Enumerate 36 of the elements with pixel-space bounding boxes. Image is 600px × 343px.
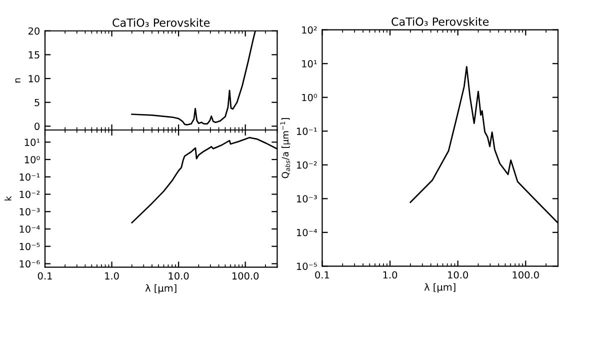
y-tick-label: 10⁻¹ xyxy=(20,173,40,181)
y-tick-label: 10⁻⁵ xyxy=(297,262,317,270)
y-tick-label: 15 xyxy=(28,51,40,59)
x-tick-label: 1.0 xyxy=(383,271,398,279)
x-tick-label: 100.0 xyxy=(232,272,259,280)
x-tick-label: 10.0 xyxy=(448,271,468,279)
x-tick-label: 1.0 xyxy=(105,272,119,280)
y-tick-label: 0 xyxy=(34,122,40,130)
y-tick-label: 10² xyxy=(302,26,317,34)
chart-title: CaTiO₃ Perovskite xyxy=(112,18,210,27)
chart-title: CaTiO₃ Perovskite xyxy=(392,17,489,26)
x-tick-label: 0.1 xyxy=(38,272,52,280)
y-tick-label: 10⁰ xyxy=(302,94,317,102)
x-tick-label: 100.0 xyxy=(512,271,539,279)
y-tick-label: 10⁻⁴ xyxy=(20,225,40,233)
y-tick-label: 10⁻⁶ xyxy=(20,260,40,268)
y-axis-title: k xyxy=(4,196,12,200)
x-tick-label: 10.0 xyxy=(168,272,189,280)
x-axis-title: λ [μm] xyxy=(145,284,176,294)
y-tick-label: 10¹ xyxy=(24,138,40,146)
y-tick-label: 10⁻² xyxy=(20,190,40,198)
y-tick-label: 20 xyxy=(28,27,40,35)
y-tick-label: 10⁰ xyxy=(24,156,40,164)
y-tick-label: 10⁻² xyxy=(297,161,317,169)
y-tick-label: 10⁻⁵ xyxy=(20,242,40,250)
x-tick-label: 0.1 xyxy=(315,271,330,279)
x-axis-title: λ [μm] xyxy=(424,283,456,293)
y-tick-label: 10¹ xyxy=(302,60,317,68)
y-tick-label: 10⁻⁴ xyxy=(297,228,318,236)
y-axis-title: n xyxy=(15,78,20,82)
y-tick-label: 10⁻¹ xyxy=(297,128,317,135)
y-tick-label: 10 xyxy=(28,75,40,82)
y-axis-title: Q$_{abs}$/a [μm$^{−1}$] xyxy=(280,118,290,178)
y-tick-label: 10⁻³ xyxy=(297,195,317,202)
y-tick-label: 5 xyxy=(34,98,40,106)
y-tick-label: 10⁻³ xyxy=(20,208,40,216)
